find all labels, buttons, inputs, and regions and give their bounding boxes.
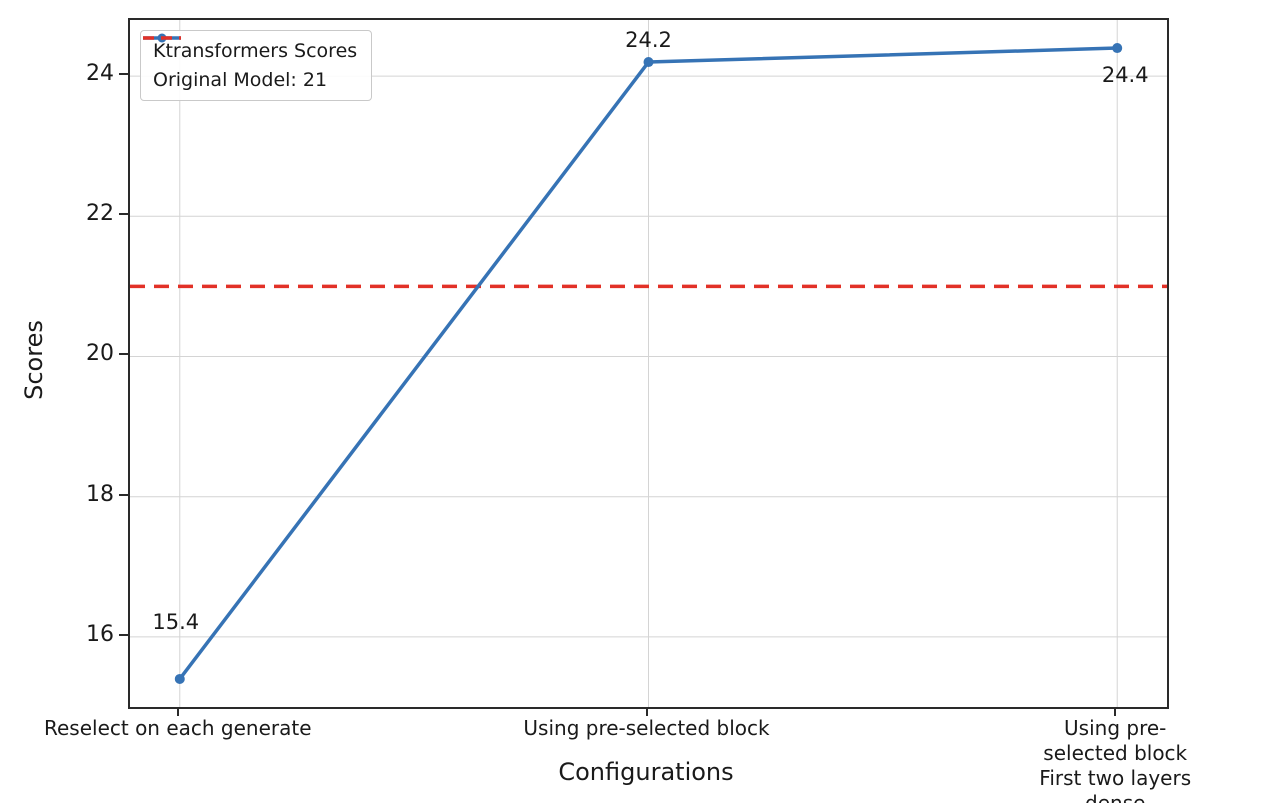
x-tick-label: Using pre-selected block First two layer… <box>1039 716 1192 803</box>
data-point-marker <box>643 57 654 68</box>
y-tick-label: 16 <box>86 621 114 647</box>
x-tick-label: Reselect on each generate <box>43 716 312 740</box>
y-tick-label: 22 <box>86 201 114 227</box>
y-tick-label: 20 <box>86 341 114 367</box>
y-tick-mark <box>119 493 128 496</box>
y-tick-mark <box>119 353 128 356</box>
legend-item-reference: Original Model: 21 <box>143 36 357 91</box>
y-tick-label: 24 <box>86 61 114 87</box>
x-tick-label: Using pre-selected block <box>523 716 770 740</box>
x-tick-mark <box>1114 707 1117 716</box>
reference-line-sample-icon <box>143 36 181 40</box>
x-axis-title: Configurations <box>558 758 734 786</box>
point-value-label: 15.4 <box>152 609 200 634</box>
x-tick-mark <box>176 707 179 716</box>
y-tick-mark <box>119 633 128 636</box>
point-value-label: 24.2 <box>625 28 672 53</box>
data-point-marker <box>174 673 185 684</box>
y-tick-mark <box>119 73 128 76</box>
x-tick-mark <box>645 707 648 716</box>
point-value-label: 24.4 <box>1101 63 1149 88</box>
legend: Ktransformers Scores Original Model: 21 <box>140 30 373 101</box>
chart-canvas <box>130 20 1167 707</box>
legend-label-series: Ktransformers Scores <box>153 40 358 62</box>
legend-label-reference: Original Model: 21 <box>153 69 328 91</box>
data-point-marker <box>1112 43 1123 54</box>
legend-item-series: Ktransformers Scores <box>143 33 358 62</box>
plot-area: Ktransformers Scores Original Model: 21 … <box>128 18 1169 709</box>
y-tick-mark <box>119 213 128 216</box>
y-tick-label: 18 <box>86 481 114 507</box>
